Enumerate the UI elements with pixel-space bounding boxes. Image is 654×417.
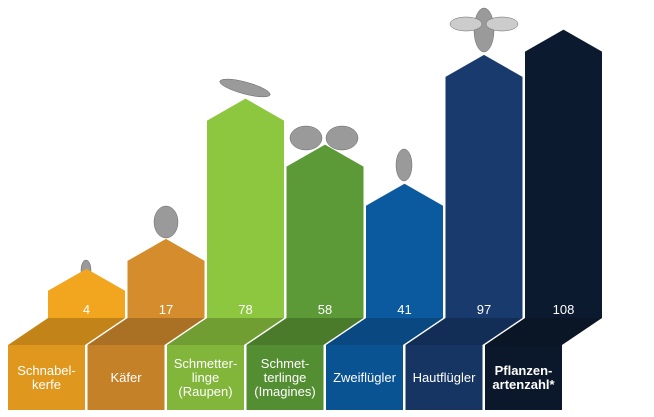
label-box — [326, 345, 403, 410]
bar — [286, 144, 364, 318]
value-label: 97 — [476, 302, 492, 317]
bar — [48, 268, 125, 318]
category-label: Schmetter- linge (Raupen) — [173, 355, 238, 399]
value-label: 108 — [552, 302, 575, 317]
platform — [485, 318, 602, 345]
bar — [445, 54, 523, 319]
category-label: Zweiflügler — [333, 369, 396, 385]
platform — [405, 318, 523, 345]
platform — [246, 318, 364, 345]
category-label: Hautflügler — [412, 369, 476, 385]
bar — [525, 29, 602, 318]
value-label: 17 — [158, 302, 174, 317]
category-label: Schnabel- kerfe — [17, 362, 76, 392]
insect-icons — [80, 7, 519, 281]
bar — [127, 238, 205, 318]
platform — [8, 318, 125, 345]
platform — [87, 318, 205, 345]
value-label: 41 — [397, 302, 412, 317]
label-box — [8, 345, 85, 410]
category-label: Käfer — [110, 369, 142, 385]
label-box — [87, 345, 165, 410]
category-label: Pflanzen- artenzahl* — [492, 362, 555, 392]
bar — [207, 98, 284, 318]
value-label: 58 — [317, 302, 333, 317]
label-box — [246, 345, 324, 410]
value-label: 4 — [82, 302, 91, 317]
bar — [366, 183, 443, 318]
value-label: 78 — [238, 302, 253, 317]
label-box — [405, 345, 483, 410]
category-label: Schmet- terlinge (Imagines) — [254, 355, 316, 399]
label-box — [167, 345, 244, 410]
platform — [167, 318, 284, 345]
platform — [326, 318, 443, 345]
label-box — [485, 345, 562, 410]
